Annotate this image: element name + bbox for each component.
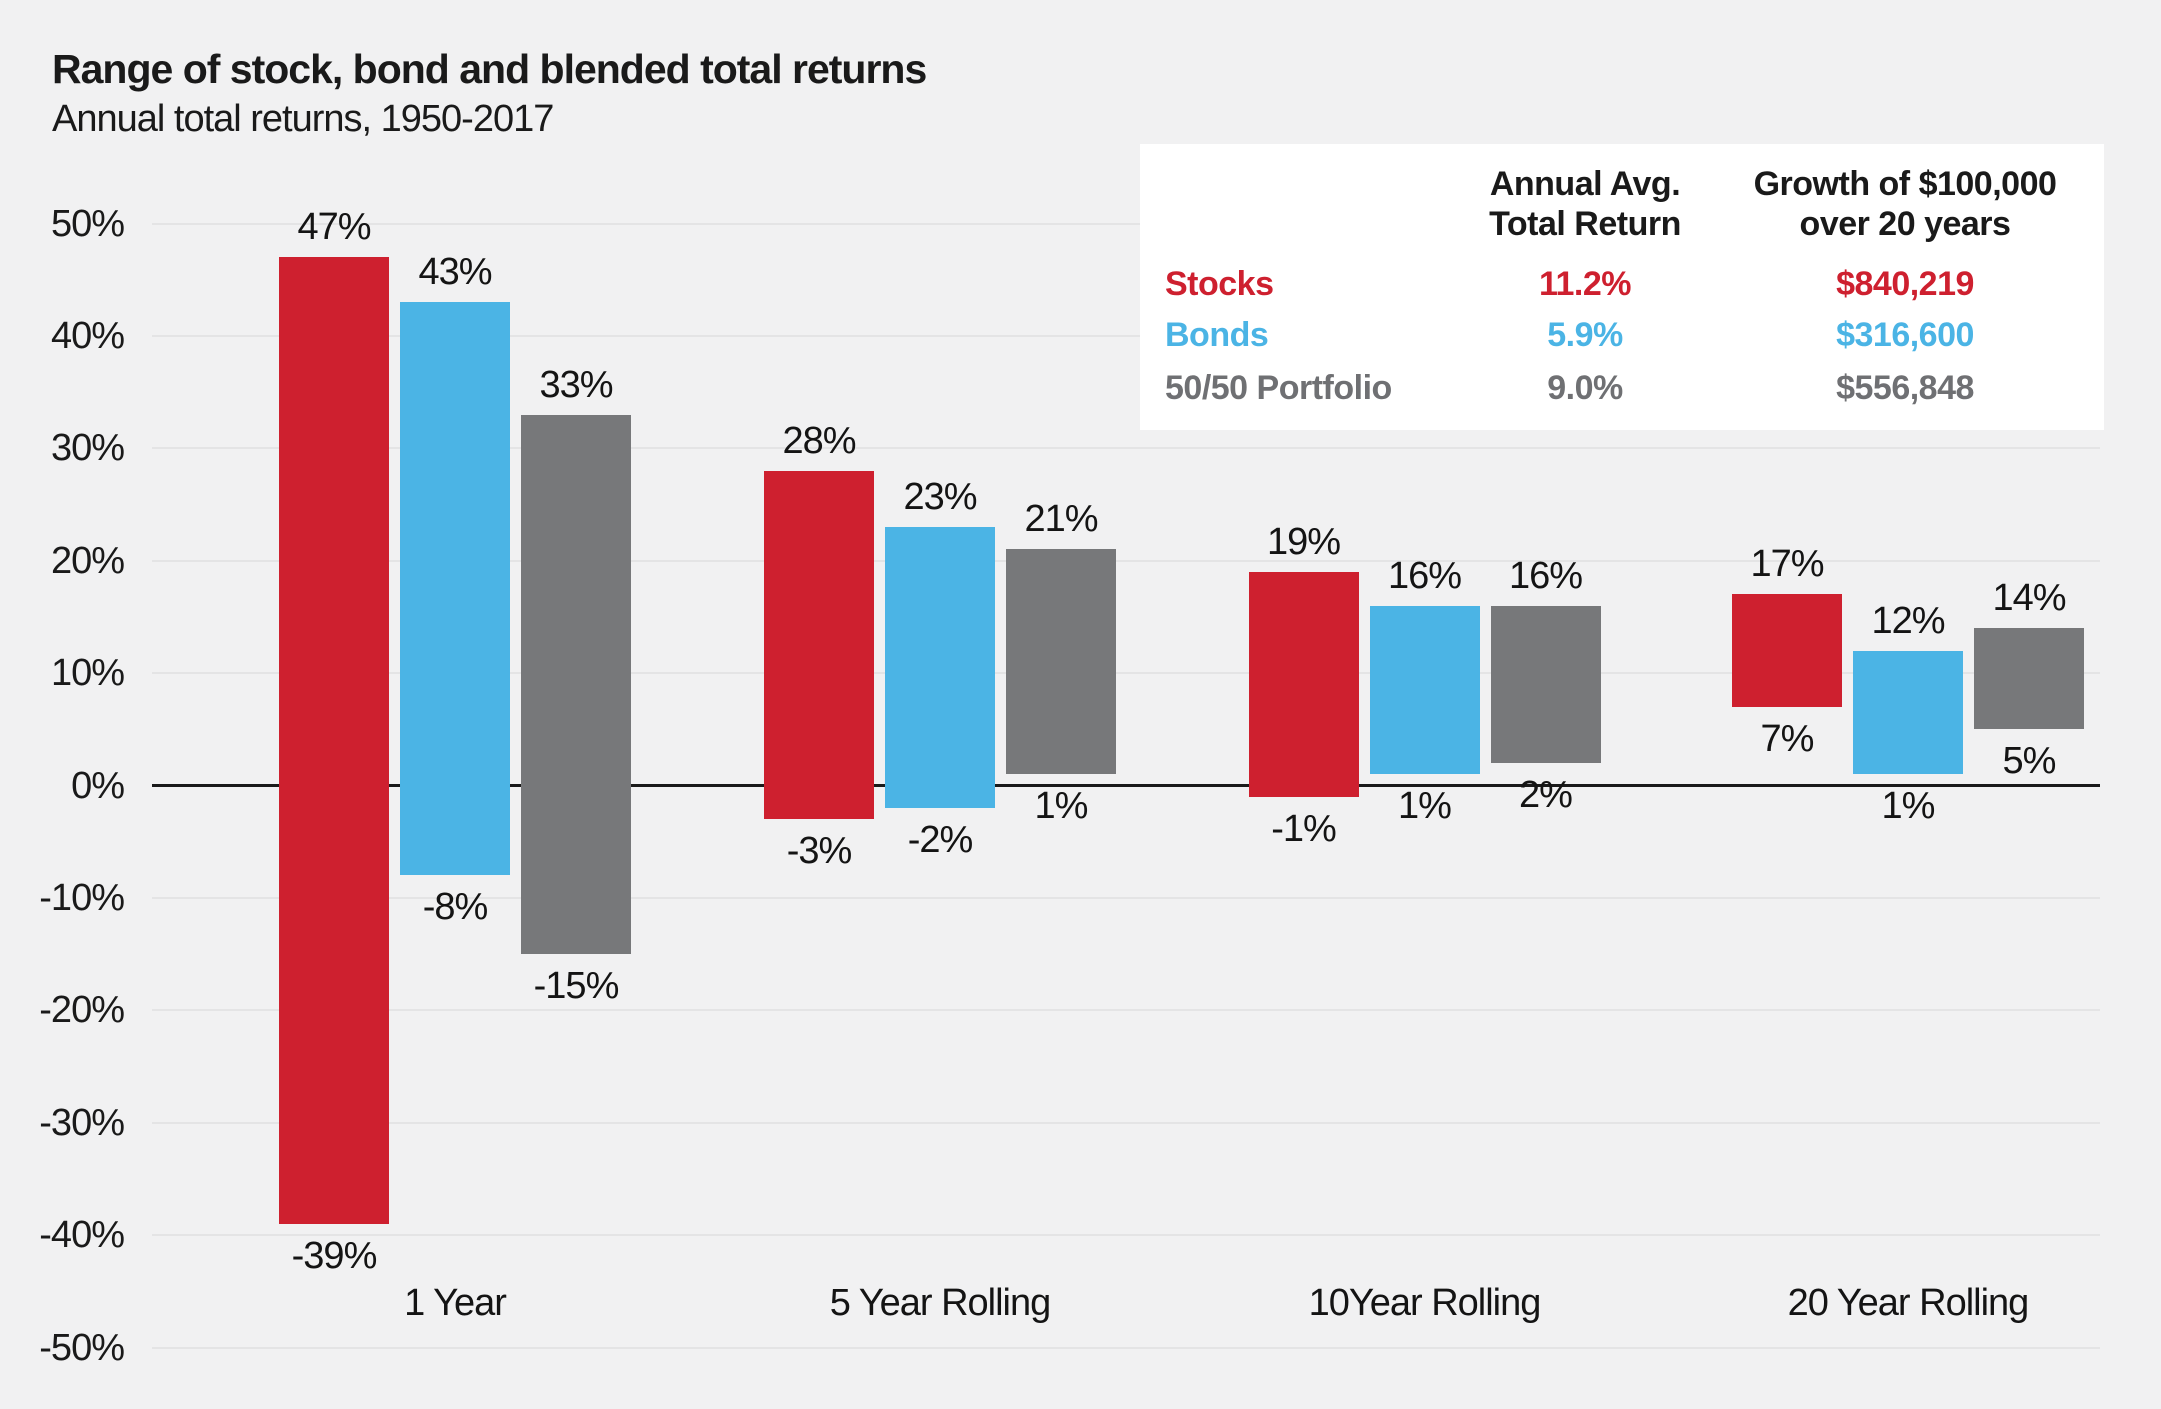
legend-header-line: Total Return [1489, 205, 1681, 243]
bar-max-label: 21% [1024, 498, 1098, 541]
y-axis-tick-label: -30% [39, 1101, 125, 1144]
bar-max-label: 28% [782, 419, 856, 462]
y-axis-tick-label: 50% [50, 202, 125, 245]
gridline [152, 1234, 2100, 1237]
legend-row-label: Stocks [1165, 265, 1274, 303]
legend-header-line: Annual Avg. [1489, 165, 1681, 203]
bar-max-label: 16% [1387, 554, 1462, 597]
legend-header-line: Growth of $100,000 [1753, 165, 2057, 203]
bar-50-50-portfolio [521, 414, 631, 955]
legend-growth-value: $556,848 [1836, 369, 1974, 407]
gridline [152, 1121, 2100, 1124]
x-axis-category-label: 1 Year [404, 1282, 507, 1324]
legend-header-growth: Growth of $100,000 over 20 years [1705, 164, 2105, 244]
bar-50-50-portfolio [1490, 605, 1601, 764]
chart-title: Range of stock, bond and blended total r… [52, 46, 927, 92]
legend-table: Annual Avg. Total Return Growth of $100,… [1140, 144, 2104, 430]
bar-min-label: 7% [1760, 717, 1815, 760]
bar-min-label: 2% [1519, 774, 1573, 817]
gridline [152, 896, 2100, 899]
legend-row-stocks: Stocks 11.2% $840,219 [1140, 264, 2104, 304]
legend-header-line: over 20 years [1799, 205, 2011, 243]
legend-annual-return-value: 5.9% [1547, 316, 1623, 354]
y-axis-tick-label: -40% [39, 1214, 125, 1257]
x-axis-category-label: 20 Year Rolling [1787, 1282, 2030, 1324]
legend-annual-return-value: 11.2% [1538, 265, 1632, 303]
y-axis-tick-label: -50% [39, 1326, 125, 1369]
bar-min-label: -8% [422, 886, 489, 929]
gridline [152, 334, 2100, 337]
y-axis-tick-label: 40% [50, 314, 125, 357]
zero-line [152, 784, 2100, 787]
bar-min-label: -39% [291, 1234, 378, 1277]
legend-header-annual-return: Annual Avg. Total Return [1385, 164, 1785, 244]
bar-bonds [1369, 605, 1480, 775]
y-axis-tick-label: -20% [39, 989, 125, 1032]
gridline [152, 672, 2100, 675]
y-axis-tick-label: 10% [50, 652, 125, 695]
legend-growth-value: $840,219 [1836, 265, 1974, 303]
y-axis-tick-label: 20% [50, 539, 125, 582]
bar-max-label: 14% [1992, 577, 2066, 620]
bar-min-label: -3% [786, 830, 853, 873]
bar-50-50-portfolio [1006, 549, 1116, 775]
bar-max-label: 12% [1871, 599, 1945, 642]
bar-bonds [400, 302, 510, 876]
bar-50-50-portfolio [1974, 628, 2084, 730]
y-axis-tick-label: 0% [71, 764, 125, 807]
bar-max-label: 23% [903, 475, 977, 518]
bar-bonds [1853, 650, 1963, 775]
y-axis-tick-label: -10% [39, 876, 125, 919]
bar-min-label: 1% [1398, 785, 1452, 828]
bar-min-label: -15% [533, 965, 620, 1008]
bar-max-label: 33% [539, 363, 613, 406]
chart-subtitle: Annual total returns, 1950-2017 [52, 98, 554, 140]
bar-stocks [1732, 594, 1842, 707]
gridline [152, 559, 2100, 562]
bar-stocks [279, 257, 389, 1224]
legend-annual-return-value: 9.0% [1547, 369, 1623, 407]
bar-min-label: 1% [1034, 785, 1089, 828]
bar-max-label: 17% [1750, 543, 1824, 586]
legend-row-label: Bonds [1165, 316, 1269, 354]
bar-max-label: 16% [1508, 554, 1583, 597]
bar-min-label: -2% [907, 818, 974, 861]
gridline [152, 1009, 2100, 1012]
x-axis-category-label: 5 Year Rolling [829, 1282, 1052, 1324]
gridline [152, 1346, 2100, 1349]
bar-stocks [1248, 571, 1359, 797]
bar-max-label: 47% [297, 206, 371, 249]
legend-growth-value: $316,600 [1836, 316, 1974, 354]
bar-min-label: 5% [2002, 740, 2057, 783]
gridline [152, 222, 2100, 225]
bar-max-label: 19% [1266, 520, 1341, 563]
y-axis-tick-label: 30% [50, 427, 125, 470]
bar-stocks [764, 470, 874, 820]
x-axis-category-label: 10Year Rolling [1308, 1282, 1542, 1324]
bar-max-label: 43% [418, 251, 492, 294]
bar-bonds [885, 526, 995, 808]
gridline [152, 447, 2100, 450]
legend-row-bonds: Bonds 5.9% $316,600 [1140, 315, 2104, 355]
bar-min-label: 1% [1881, 785, 1936, 828]
legend-row-label: 50/50 Portfolio [1165, 369, 1392, 407]
bar-min-label: -1% [1271, 807, 1337, 850]
legend-row-50-50-portfolio: 50/50 Portfolio 9.0% $556,848 [1140, 368, 2104, 408]
